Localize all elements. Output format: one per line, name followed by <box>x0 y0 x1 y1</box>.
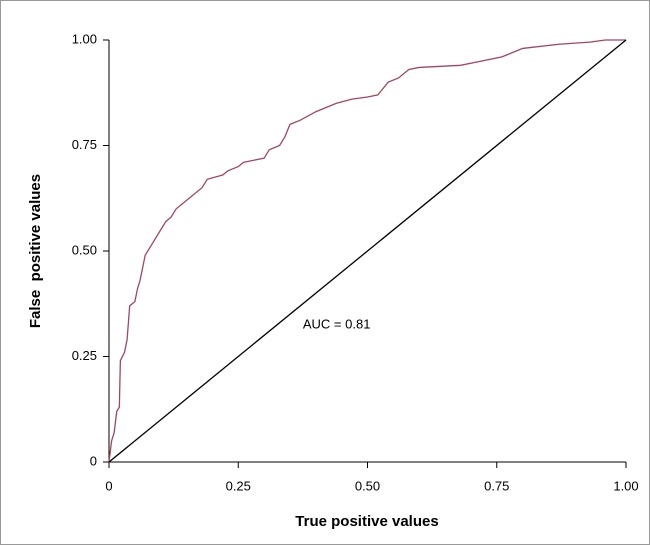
y-axis-title: False positive values <box>27 174 44 328</box>
x-tick-label: 1.00 <box>613 478 638 493</box>
y-tick-label: 0 <box>90 453 97 468</box>
x-tick-label: 0 <box>105 478 112 493</box>
x-tick-label: 0.75 <box>484 478 509 493</box>
x-tick-label: 0.25 <box>226 478 251 493</box>
line <box>108 39 626 463</box>
y-tick-label: 1.00 <box>72 31 97 46</box>
y-tick-label: 0.75 <box>72 137 97 152</box>
x-axis-title: True positive values <box>295 513 438 530</box>
y-tick-label: 0.50 <box>72 242 97 257</box>
annotation: AUC = 0.81 <box>303 316 371 331</box>
line <box>108 39 627 463</box>
x-tick-label: 0.50 <box>355 478 380 493</box>
y-tick-label: 0.25 <box>72 348 97 363</box>
